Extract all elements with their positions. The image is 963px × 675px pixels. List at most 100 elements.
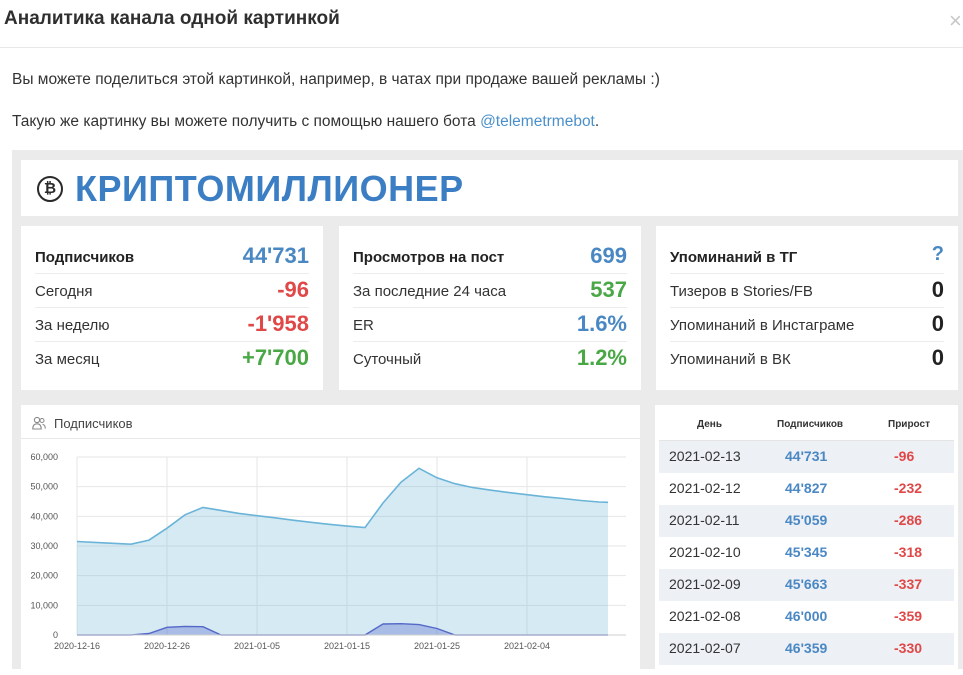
stat-label: Просмотров на пост (353, 249, 505, 266)
subscribers-chart-card: Подписчиков 0 10,000 20,000 30,000 40,000 50,… (21, 405, 640, 675)
stat-row: Упоминаний в ВК 0 (670, 342, 944, 376)
stat-row: Суточный 1.2% (353, 342, 627, 376)
y-tick-label: 0 (53, 630, 58, 640)
stat-row: За неделю -1'958 (35, 308, 309, 342)
stat-label: Сегодня (35, 283, 93, 300)
series-line (76, 467, 609, 546)
table-row: 2021-02-07 46'359 -330 (659, 633, 954, 665)
stat-value: +7'700 (241, 345, 309, 370)
bot-hint: Такую же картинку вы можете получить с п… (12, 113, 599, 131)
stat-row: Просмотров на пост 699 (353, 240, 627, 274)
stat-label: Суточный (353, 351, 422, 368)
intro-text: Вы можете поделиться этой картинкой, нап… (12, 71, 660, 88)
bot-hint-prefix: Такую же картинку вы можете получить с п… (12, 113, 481, 130)
x-tick-label: 2021-01-25 (414, 641, 460, 651)
x-tick-label: 2020-12-16 (54, 641, 100, 651)
subscribers-card: Подписчиков 44'731 Сегодня -96 За неделю… (21, 226, 323, 390)
y-tick-label: 40,000 (30, 511, 58, 521)
row-date: 2021-02-12 (669, 480, 741, 496)
header-subs: Подписчиков (777, 419, 844, 430)
stat-row: Сегодня -96 (35, 274, 309, 308)
row-delta: -330 (894, 640, 923, 656)
stat-label: Упоминаний в ВК (670, 351, 791, 368)
table-body: 2021-02-13 44'731 -96 2021-02-12 44'827 … (659, 441, 954, 665)
row-delta: -337 (894, 576, 923, 592)
close-icon[interactable]: × (949, 8, 962, 33)
stat-label: За неделю (35, 317, 110, 334)
stat-value: -96 (277, 277, 309, 302)
row-subs: 46'359 (785, 640, 828, 656)
row-date: 2021-02-10 (669, 544, 741, 560)
row-delta: -286 (894, 512, 923, 528)
header-date: День (697, 419, 722, 430)
x-tick-label: 2021-01-05 (234, 641, 280, 651)
y-tick-label: 10,000 (30, 600, 58, 610)
stat-value: ? (931, 243, 944, 265)
stat-value: 699 (590, 243, 627, 268)
row-subs: 45'345 (785, 544, 828, 560)
row-subs: 46'000 (785, 608, 828, 624)
channel-name: КРИПТОМИЛЛИОНЕР (75, 168, 464, 209)
views-card: Просмотров на пост 699 За последние 24 ч… (339, 226, 641, 390)
modal-title: Аналитика канала одной картинкой (4, 8, 340, 29)
row-date: 2021-02-11 (669, 512, 740, 528)
row-subs: 45'663 (785, 576, 828, 592)
bot-hint-suffix: . (594, 113, 600, 130)
stat-value: 44'731 (242, 243, 309, 268)
daily-table-card: День Подписчиков Прирост 2021-02-13 44'7… (655, 405, 958, 675)
header-delta: Прирост (888, 419, 930, 430)
table-row: 2021-02-12 44'827 -232 (659, 473, 954, 505)
channel-header: КРИПТОМИЛЛИОНЕР (21, 160, 958, 216)
x-tick-label: 2020-12-26 (144, 641, 190, 651)
stat-row: За последние 24 часа 537 (353, 274, 627, 308)
stat-label: Упоминаний в Инстаграме (670, 317, 855, 334)
people-icon (32, 416, 46, 430)
stat-row: Упоминаний в Инстаграме 0 (670, 308, 944, 342)
stat-value: 0 (931, 277, 944, 302)
table-row: 2021-02-13 44'731 -96 (659, 441, 954, 473)
row-delta: -318 (894, 544, 923, 560)
stat-label: Упоминаний в ТГ (670, 249, 798, 266)
table-row: 2021-02-10 45'345 -318 (659, 537, 954, 569)
daily-table: День Подписчиков Прирост 2021-02-13 44'7… (659, 409, 954, 665)
row-subs: 44'827 (785, 480, 828, 496)
chart-title: Подписчиков (54, 416, 133, 431)
series-area (77, 468, 608, 635)
stat-label: Тизеров в Stories/FB (670, 283, 813, 300)
y-tick-label: 60,000 (30, 452, 58, 462)
modal-header: Аналитика канала одной картинкой × (0, 0, 963, 48)
stat-value: 1.2% (576, 345, 627, 370)
y-tick-label: 20,000 (30, 571, 58, 581)
analytics-image: КРИПТОМИЛЛИОНЕР Подписчиков 44'731 Сегод… (12, 150, 963, 675)
stat-row: Тизеров в Stories/FB 0 (670, 274, 944, 308)
stat-row: Подписчиков 44'731 (35, 240, 309, 274)
y-tick-label: 50,000 (30, 482, 58, 492)
row-subs: 44'731 (785, 448, 828, 464)
bot-link[interactable]: @telemetrmebot (480, 113, 595, 130)
stat-label: Подписчиков (35, 249, 135, 266)
row-subs: 45'059 (785, 512, 828, 528)
table-header: День Подписчиков Прирост (659, 409, 954, 441)
chart-header: Подписчиков (21, 405, 640, 439)
stat-label: ER (353, 317, 374, 334)
stat-row: За месяц +7'700 (35, 342, 309, 376)
table-row: 2021-02-08 46'000 -359 (659, 601, 954, 633)
stat-value: 537 (590, 277, 627, 302)
subscribers-chart: 0 10,000 20,000 30,000 40,000 50,000 60,000 202… (30, 452, 626, 651)
stat-value: 1.6% (576, 311, 627, 336)
stat-label: За последние 24 часа (353, 283, 507, 300)
series-area (77, 623, 608, 635)
stat-value: 0 (931, 345, 944, 370)
y-tick-label: 30,000 (30, 541, 58, 551)
row-date: 2021-02-09 (669, 576, 741, 592)
x-tick-label: 2021-01-15 (324, 641, 370, 651)
row-delta: -232 (894, 480, 923, 496)
row-delta: -359 (894, 608, 923, 624)
stat-label: За месяц (35, 351, 100, 368)
row-delta: -96 (894, 448, 915, 464)
stat-value: -1'958 (247, 311, 310, 336)
table-row: 2021-02-11 45'059 -286 (659, 505, 954, 537)
mentions-card: Упоминаний в ТГ ? Тизеров в Stories/FB 0… (656, 226, 958, 390)
row-date: 2021-02-13 (669, 448, 741, 464)
row-date: 2021-02-07 (669, 640, 741, 656)
